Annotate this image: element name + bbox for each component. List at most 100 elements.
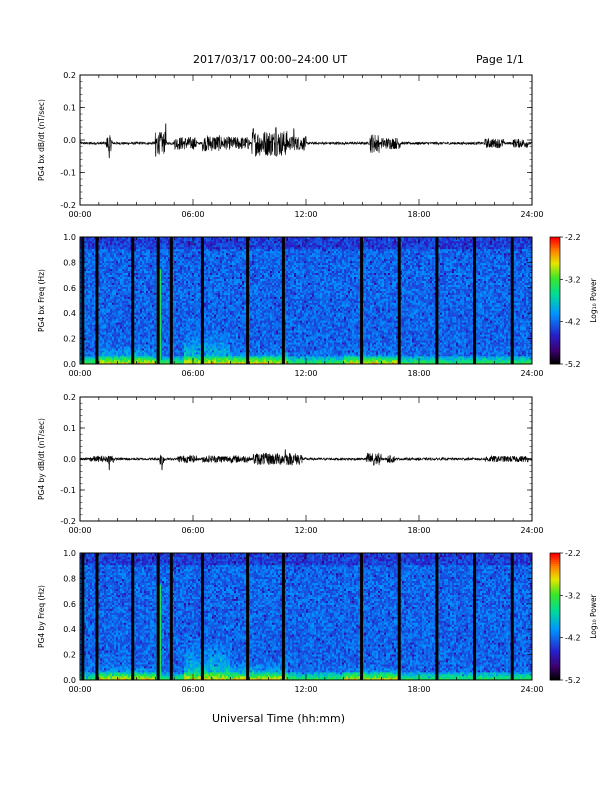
spectrogram-cell: [90, 263, 92, 265]
spectrogram-cell: [164, 350, 166, 352]
spectrogram-cell: [152, 316, 154, 318]
spectrogram-cell: [176, 350, 178, 352]
spectrogram-cell: [184, 241, 186, 243]
spectrogram-cell: [122, 257, 124, 259]
spectrogram-cell: [150, 297, 152, 299]
spectrogram-cell: [150, 281, 152, 283]
spectrogram-cell: [182, 297, 184, 299]
spectrogram-cell: [112, 251, 114, 253]
spectrogram-cell: [144, 255, 146, 257]
spectrogram-cell: [154, 324, 156, 326]
spectrogram-cell: [194, 338, 196, 340]
spectrogram-cell: [146, 269, 148, 271]
spectrogram-cell: [142, 318, 144, 320]
spectrogram-cell: [112, 326, 114, 328]
spectrogram-cell: [152, 342, 154, 344]
spectrogram-cell: [164, 328, 166, 330]
spectrogram-cell: [164, 289, 166, 291]
spectrogram-cell: [228, 342, 230, 344]
spectrogram-cell: [124, 249, 126, 251]
spectrogram-cell: [188, 277, 190, 279]
spectrogram-cell: [194, 269, 196, 271]
spectrogram-cell: [220, 340, 222, 342]
spectrogram-cell: [136, 356, 138, 358]
spectrogram-cell: [126, 340, 128, 342]
spectrogram-cell: [126, 356, 128, 358]
spectrogram-cell: [224, 360, 226, 362]
spectrogram-cell: [138, 318, 140, 320]
spectrogram-cell: [198, 283, 200, 285]
spectrogram-cell: [194, 308, 196, 310]
spectrogram-cell: [104, 314, 106, 316]
spectrogram-cell: [214, 267, 216, 269]
spectrogram-cell: [142, 336, 144, 338]
spectrogram-cell: [222, 334, 224, 336]
spectrogram-cell: [88, 322, 90, 324]
spectrogram-cell: [106, 287, 108, 289]
spectrogram-cell: [174, 310, 176, 312]
spectrogram-cell: [150, 354, 152, 356]
spectrogram-cell: [226, 263, 228, 265]
spectrogram-cell: [116, 281, 118, 283]
spectrogram-cell: [226, 281, 228, 283]
spectrogram-cell: [148, 344, 150, 346]
spectrogram-cell: [206, 271, 208, 273]
spectrogram-cell: [176, 293, 178, 295]
spectrogram-cell: [124, 312, 126, 314]
spectrogram-cell: [110, 356, 112, 358]
spectrogram-cell: [154, 301, 156, 303]
spectrogram-cell: [116, 273, 118, 275]
spectrogram-cell: [110, 308, 112, 310]
spectrogram-cell: [226, 291, 228, 293]
spectrogram-cell: [184, 285, 186, 287]
spectrogram-cell: [144, 322, 146, 324]
spectrogram-cell: [212, 314, 214, 316]
spectrogram-cell: [110, 350, 112, 352]
spectrogram-cell: [90, 346, 92, 348]
spectrogram-cell: [150, 338, 152, 340]
spectrogram-cell: [134, 241, 136, 243]
spectrogram-cell: [194, 295, 196, 297]
spectrogram-cell: [196, 239, 198, 241]
spectrogram-cell: [138, 328, 140, 330]
spectrogram-cell: [226, 308, 228, 310]
spectrogram-cell: [232, 340, 234, 342]
spectrogram-cell: [148, 249, 150, 251]
spectrogram-cell: [204, 299, 206, 301]
spectrogram-cell: [198, 249, 200, 251]
spectrogram-cell: [108, 330, 110, 332]
spectrogram-cell: [178, 302, 180, 304]
spectrogram-cell: [144, 340, 146, 342]
spectrogram-cell: [104, 316, 106, 318]
spectrogram-cell: [138, 267, 140, 269]
spectrogram-cell: [86, 297, 88, 299]
spectrogram-cell: [136, 251, 138, 253]
spectrogram-cell: [184, 297, 186, 299]
spectrogram-cell: [154, 287, 156, 289]
spectrogram-cell: [226, 299, 228, 301]
spectrogram-cell: [108, 360, 110, 362]
spectrogram-cell: [198, 293, 200, 295]
spectrogram-cell: [218, 269, 220, 271]
spectrogram-cell: [214, 310, 216, 312]
spectrogram-cell: [122, 322, 124, 324]
spectrogram-cell: [228, 344, 230, 346]
spectrogram-cell: [222, 301, 224, 303]
spectrogram-cell: [182, 324, 184, 326]
spectrogram-cell: [90, 301, 92, 303]
spectrogram-cell: [206, 279, 208, 281]
spectrogram-cell: [190, 285, 192, 287]
spectrogram-cell: [216, 269, 218, 271]
spectrogram-cell: [146, 283, 148, 285]
spectrogram-cell: [140, 324, 142, 326]
spectrogram-cell: [198, 241, 200, 243]
spectrogram-cell: [194, 310, 196, 312]
spectrogram-cell: [208, 243, 210, 245]
spectrogram-cell: [136, 322, 138, 324]
spectrogram-cell: [114, 297, 116, 299]
spectrogram-cell: [162, 310, 164, 312]
spectrogram-cell: [230, 301, 232, 303]
spectrogram-cell: [144, 344, 146, 346]
spectrogram-cell: [224, 308, 226, 310]
spectrogram-cell: [92, 354, 94, 356]
